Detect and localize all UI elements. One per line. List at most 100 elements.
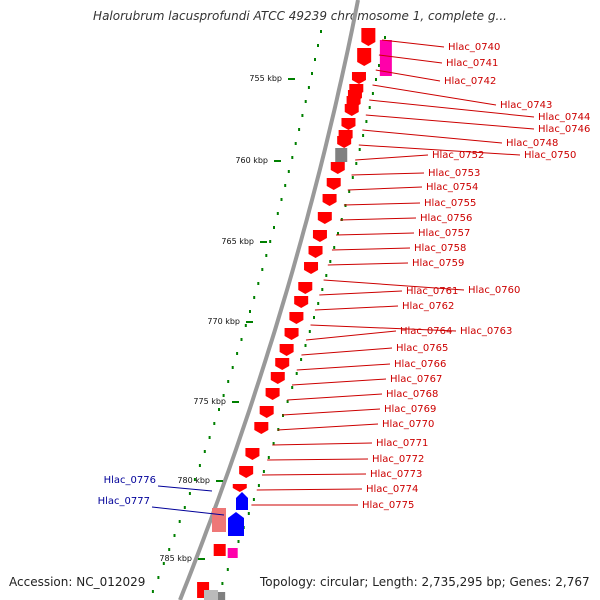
accession-text: Accession: NC_012029 [9, 575, 146, 589]
gene-label[interactable]: Hlac_0758 [414, 243, 466, 254]
gene-label[interactable]: Hlac_0752 [432, 150, 484, 161]
gene-label[interactable]: Hlac_0776 [104, 475, 156, 486]
forward-gene-arrow[interactable] [361, 28, 376, 46]
leader-line [277, 423, 379, 431]
gene-label[interactable]: Hlac_0748 [506, 138, 558, 149]
gc-dot [295, 372, 298, 375]
gene-label[interactable]: Hlac_0760 [468, 285, 520, 296]
leader-line [327, 262, 409, 266]
gc-dot [304, 100, 307, 103]
gc-dot [198, 464, 201, 467]
gene-label[interactable]: Hlac_0757 [418, 228, 470, 239]
gene-label[interactable]: Hlac_0744 [538, 112, 590, 123]
pseudo-gene-block[interactable] [212, 508, 226, 532]
gene-label[interactable]: Hlac_0756 [420, 213, 472, 224]
forward-gene-arrow[interactable] [275, 358, 290, 370]
forward-gene-arrow[interactable] [294, 296, 309, 308]
gene-label[interactable]: Hlac_0741 [446, 58, 498, 69]
rna-gene-block[interactable] [227, 548, 238, 558]
gene-label[interactable]: Hlac_0746 [538, 124, 590, 135]
gene-label[interactable]: Hlac_0762 [402, 301, 454, 312]
pseudo-gene-block[interactable] [213, 592, 226, 600]
leader-line [331, 247, 411, 251]
forward-gene-arrow[interactable] [213, 544, 226, 556]
forward-gene-arrow[interactable] [232, 484, 247, 492]
kbp-tick-mark [274, 160, 281, 162]
forward-gene-arrow[interactable] [357, 48, 372, 66]
gene-label[interactable]: Hlac_0771 [376, 438, 428, 449]
forward-gene-arrow[interactable] [239, 466, 254, 478]
gene-label[interactable]: Hlac_0764 [400, 326, 452, 337]
gc-dot [244, 324, 247, 327]
forward-gene-arrow[interactable] [259, 406, 274, 418]
gene-label[interactable]: Hlac_0775 [362, 500, 414, 511]
gc-dot [162, 562, 165, 565]
gc-dot [348, 190, 351, 193]
leader-line [351, 172, 425, 176]
forward-gene-arrow[interactable] [337, 136, 352, 148]
gene-label[interactable]: Hlac_0766 [394, 359, 446, 370]
gc-dot [236, 352, 239, 355]
leader-line [378, 54, 443, 64]
gc-dot [365, 120, 368, 123]
gene-label[interactable]: Hlac_0755 [424, 198, 476, 209]
gene-label[interactable]: Hlac_0754 [426, 182, 478, 193]
rna-gene-block[interactable] [379, 40, 392, 76]
gene-label[interactable]: Hlac_0765 [396, 343, 448, 354]
leader-line [151, 506, 225, 516]
forward-gene-arrow[interactable] [304, 262, 319, 274]
gene-label[interactable]: Hlac_0750 [524, 150, 576, 161]
gc-dot [193, 478, 196, 481]
gene-label[interactable]: Hlac_0772 [372, 454, 424, 465]
forward-gene-arrow[interactable] [265, 388, 280, 400]
forward-gene-arrow[interactable] [279, 344, 294, 356]
forward-gene-arrow[interactable] [341, 118, 356, 130]
gene-features[interactable] [197, 28, 392, 600]
gc-dot [375, 78, 377, 81]
forward-gene-arrow[interactable] [284, 328, 299, 340]
backbone-line [178, 0, 360, 600]
kbp-tick-label: 770 kbp [207, 317, 240, 326]
gene-label[interactable]: Hlac_0740 [448, 42, 500, 53]
gene-label[interactable]: Hlac_0761 [406, 286, 458, 297]
pseudo-gene-block[interactable] [335, 148, 348, 162]
gene-label[interactable]: Hlac_0767 [390, 374, 442, 385]
leader-line [355, 154, 429, 161]
gene-label[interactable]: Hlac_0753 [428, 168, 480, 179]
reverse-gene-arrow[interactable] [236, 492, 248, 510]
gene-label[interactable]: Hlac_0763 [460, 326, 512, 337]
reverse-gene-arrow[interactable] [228, 512, 244, 536]
forward-gene-arrow[interactable] [298, 282, 313, 294]
gene-label[interactable]: Hlac_0768 [386, 389, 438, 400]
forward-gene-arrow[interactable] [270, 372, 285, 384]
gene-label[interactable]: Hlac_0770 [382, 419, 434, 430]
gene-label[interactable]: Hlac_0769 [384, 404, 436, 415]
gc-dot [371, 92, 374, 95]
kbp-tick-label: 780 kbp [177, 476, 210, 485]
forward-gene-arrow[interactable] [254, 422, 269, 434]
forward-gene-arrow[interactable] [344, 104, 359, 116]
forward-gene-arrow[interactable] [326, 178, 341, 190]
kbp-tick-mark [288, 78, 295, 80]
gene-labels[interactable]: Hlac_0740Hlac_0741Hlac_0742Hlac_0743Hlac… [98, 42, 591, 511]
gene-label[interactable]: Hlac_0743 [500, 100, 552, 111]
gene-label[interactable]: Hlac_0773 [370, 469, 422, 480]
forward-gene-arrow[interactable] [322, 194, 337, 206]
gene-label[interactable]: Hlac_0759 [412, 258, 464, 269]
forward-gene-arrow[interactable] [317, 212, 332, 224]
gene-label[interactable]: Hlac_0774 [366, 484, 418, 495]
gc-dot [320, 30, 322, 33]
gene-label[interactable]: Hlac_0742 [444, 76, 496, 87]
forward-gene-arrow[interactable] [308, 246, 323, 258]
forward-gene-arrow[interactable] [351, 72, 366, 84]
pseudo-gene-block[interactable] [204, 590, 218, 600]
forward-gene-arrow[interactable] [312, 230, 327, 242]
gc-dot [252, 498, 255, 501]
forward-gene-arrow[interactable] [330, 162, 345, 174]
gc-dot [286, 400, 289, 403]
gene-label[interactable]: Hlac_0777 [98, 496, 150, 507]
forward-gene-arrow[interactable] [289, 312, 304, 324]
forward-gene-arrow[interactable] [245, 448, 260, 460]
